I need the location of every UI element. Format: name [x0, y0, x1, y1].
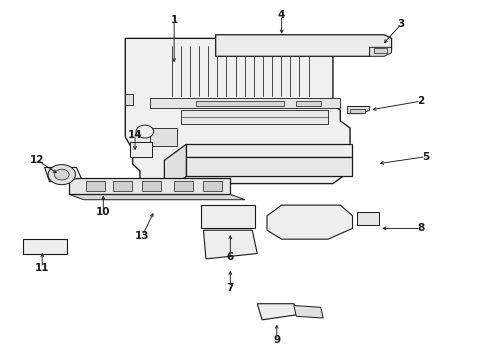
Polygon shape: [113, 181, 132, 192]
Polygon shape: [374, 48, 387, 53]
Polygon shape: [350, 109, 365, 113]
Polygon shape: [125, 39, 350, 184]
Polygon shape: [69, 194, 245, 200]
Text: 2: 2: [417, 96, 424, 106]
Text: 8: 8: [417, 224, 424, 233]
Circle shape: [136, 125, 154, 138]
Polygon shape: [45, 167, 81, 182]
Text: 3: 3: [398, 19, 405, 29]
Polygon shape: [125, 94, 133, 105]
Polygon shape: [201, 205, 255, 228]
Text: 11: 11: [35, 263, 49, 273]
Text: 9: 9: [273, 334, 280, 345]
Text: 7: 7: [227, 283, 234, 293]
Polygon shape: [86, 181, 105, 192]
Polygon shape: [69, 178, 230, 194]
Circle shape: [48, 165, 75, 185]
Polygon shape: [203, 181, 222, 192]
Polygon shape: [203, 230, 257, 259]
Polygon shape: [186, 157, 352, 176]
Polygon shape: [174, 181, 193, 192]
Polygon shape: [216, 35, 392, 56]
Text: 5: 5: [422, 152, 429, 162]
Polygon shape: [150, 128, 176, 146]
Polygon shape: [150, 98, 340, 108]
Polygon shape: [186, 144, 352, 157]
Polygon shape: [196, 101, 284, 107]
Circle shape: [54, 169, 69, 180]
Text: 12: 12: [30, 155, 45, 165]
Text: 1: 1: [171, 15, 178, 26]
Text: 4: 4: [278, 10, 285, 20]
Text: 10: 10: [96, 207, 111, 217]
Polygon shape: [130, 142, 152, 157]
Polygon shape: [143, 181, 161, 192]
Text: 6: 6: [227, 252, 234, 262]
Polygon shape: [296, 101, 321, 107]
Polygon shape: [267, 205, 352, 239]
Polygon shape: [164, 144, 186, 193]
Polygon shape: [23, 239, 67, 253]
Polygon shape: [347, 107, 369, 114]
Polygon shape: [357, 212, 379, 225]
Polygon shape: [181, 110, 328, 125]
Text: 14: 14: [128, 130, 143, 140]
Polygon shape: [294, 306, 323, 318]
Polygon shape: [369, 47, 392, 56]
Polygon shape: [257, 304, 299, 320]
Text: 13: 13: [135, 231, 149, 240]
